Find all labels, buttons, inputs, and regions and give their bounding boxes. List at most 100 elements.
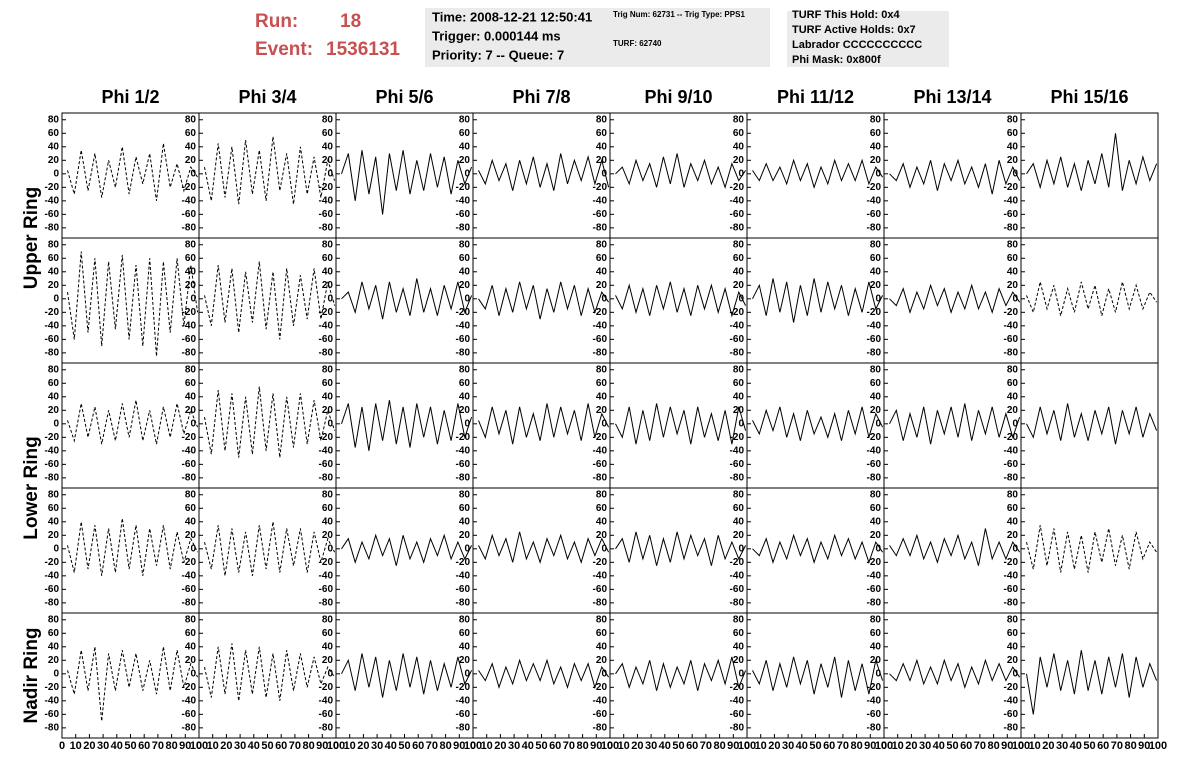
x-tick-label: 80 bbox=[576, 740, 588, 752]
panel-frame bbox=[198, 237, 337, 364]
y-tick-label: 0 bbox=[53, 543, 59, 554]
y-tick-label: 0 bbox=[327, 293, 333, 304]
x-tick-label: 30 bbox=[782, 740, 794, 752]
y-tick-label: 20 bbox=[1007, 280, 1019, 291]
y-tick-label: 40 bbox=[459, 641, 471, 652]
y-tick-label: 60 bbox=[185, 503, 197, 514]
x-tick-label: 0 bbox=[333, 740, 339, 752]
y-tick-label: -60 bbox=[593, 709, 608, 720]
y-tick-label: -20 bbox=[182, 182, 197, 193]
panel-frame bbox=[883, 237, 1022, 364]
y-tick-label: -20 bbox=[45, 557, 60, 568]
waveform bbox=[478, 403, 610, 445]
y-tick-label: -60 bbox=[730, 334, 745, 345]
y-tick-label: -80 bbox=[319, 723, 334, 734]
column-label: Phi 13/14 bbox=[913, 87, 991, 107]
y-tick-label: 60 bbox=[322, 628, 334, 639]
y-tick-label: 20 bbox=[48, 655, 60, 666]
y-tick-label: 40 bbox=[596, 641, 608, 652]
y-tick-label: -20 bbox=[593, 432, 608, 443]
y-tick-label: -60 bbox=[593, 584, 608, 595]
x-tick-label: 100 bbox=[875, 740, 893, 752]
x-tick-label: 30 bbox=[97, 740, 109, 752]
y-tick-label: -60 bbox=[45, 459, 60, 470]
y-tick-label: 60 bbox=[1007, 503, 1019, 514]
y-tick-label: 80 bbox=[185, 239, 197, 250]
y-tick-label: 20 bbox=[870, 280, 882, 291]
y-tick-label: 60 bbox=[870, 503, 882, 514]
waveform bbox=[615, 656, 747, 691]
waveform bbox=[341, 150, 473, 215]
panel-frame bbox=[472, 487, 611, 614]
y-tick-label: -40 bbox=[730, 195, 745, 206]
y-tick-label: 80 bbox=[1007, 239, 1019, 250]
y-tick-label: 80 bbox=[459, 364, 471, 375]
y-tick-label: 80 bbox=[48, 489, 60, 500]
y-tick-label: -40 bbox=[456, 695, 471, 706]
y-tick-label: -40 bbox=[182, 445, 197, 456]
panel-frame bbox=[61, 237, 200, 364]
x-tick-label: 100 bbox=[327, 740, 345, 752]
y-tick-label: 40 bbox=[459, 516, 471, 527]
x-tick-label: 40 bbox=[796, 740, 808, 752]
y-tick-label: -20 bbox=[1004, 432, 1019, 443]
panel-frame bbox=[746, 612, 885, 739]
y-tick-label: -60 bbox=[456, 334, 471, 345]
y-tick-label: -40 bbox=[1004, 570, 1019, 581]
panel-frame bbox=[609, 487, 748, 614]
waveform bbox=[615, 153, 747, 189]
y-tick-label: 60 bbox=[48, 503, 60, 514]
y-tick-label: 80 bbox=[185, 364, 197, 375]
y-tick-label: -20 bbox=[45, 307, 60, 318]
y-tick-label: -20 bbox=[456, 682, 471, 693]
x-tick-label: 80 bbox=[987, 740, 999, 752]
y-tick-label: 80 bbox=[596, 489, 608, 500]
x-tick-label: 60 bbox=[1097, 740, 1109, 752]
y-tick-label: -40 bbox=[456, 570, 471, 581]
y-tick-label: -80 bbox=[456, 223, 471, 234]
x-tick-label: 70 bbox=[152, 740, 164, 752]
panel-frame bbox=[746, 487, 885, 614]
y-tick-label: 20 bbox=[322, 530, 334, 541]
y-tick-label: -20 bbox=[867, 432, 882, 443]
y-tick-label: -40 bbox=[319, 695, 334, 706]
waveform bbox=[889, 158, 1021, 195]
y-tick-label: -80 bbox=[593, 598, 608, 609]
ring-label: Lower Ring bbox=[21, 436, 42, 539]
y-tick-label: -20 bbox=[730, 432, 745, 443]
y-tick-label: -80 bbox=[593, 473, 608, 484]
y-tick-label: -20 bbox=[593, 557, 608, 568]
y-tick-label: 0 bbox=[738, 418, 744, 429]
panel-frame bbox=[335, 487, 474, 614]
y-tick-label: -40 bbox=[456, 195, 471, 206]
y-tick-label: -60 bbox=[319, 709, 334, 720]
y-tick-label: -40 bbox=[1004, 445, 1019, 456]
y-tick-label: -60 bbox=[182, 584, 197, 595]
y-tick-label: -20 bbox=[730, 182, 745, 193]
y-tick-label: -60 bbox=[730, 459, 745, 470]
waveform bbox=[615, 281, 747, 318]
y-tick-label: 0 bbox=[190, 293, 196, 304]
x-tick-label: 0 bbox=[881, 740, 887, 752]
panel-frame bbox=[746, 237, 885, 364]
y-tick-label: -60 bbox=[182, 334, 197, 345]
y-tick-label: 80 bbox=[596, 239, 608, 250]
y-tick-label: 60 bbox=[185, 628, 197, 639]
y-tick-label: 40 bbox=[322, 516, 334, 527]
y-tick-label: 40 bbox=[322, 141, 334, 152]
panel-frame bbox=[61, 487, 200, 614]
y-tick-label: -20 bbox=[593, 682, 608, 693]
panel-frame bbox=[198, 362, 337, 489]
panel-frame bbox=[1020, 487, 1159, 614]
y-tick-label: -20 bbox=[730, 307, 745, 318]
x-tick-label: 70 bbox=[289, 740, 301, 752]
y-tick-label: -80 bbox=[1004, 223, 1019, 234]
waveform bbox=[1026, 403, 1158, 445]
y-tick-label: -60 bbox=[593, 459, 608, 470]
y-tick-label: 40 bbox=[459, 141, 471, 152]
y-tick-label: -40 bbox=[593, 320, 608, 331]
x-tick-label: 50 bbox=[672, 740, 684, 752]
y-tick-label: 60 bbox=[1007, 378, 1019, 389]
y-tick-label: 60 bbox=[870, 128, 882, 139]
